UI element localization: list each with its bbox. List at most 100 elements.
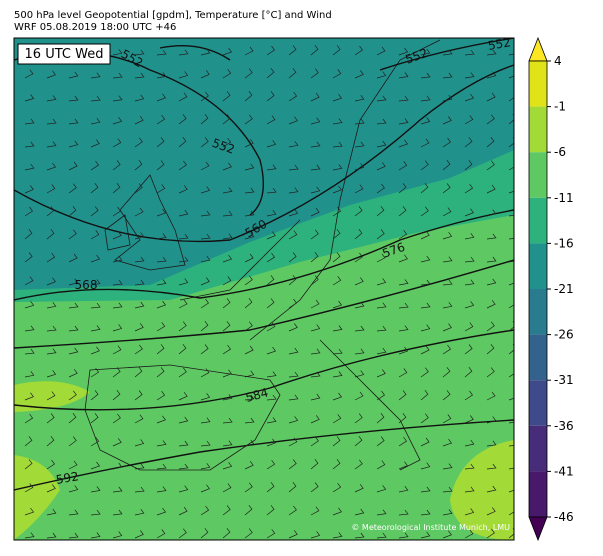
wind-barb: [376, 140, 387, 148]
wind-barb: [310, 186, 321, 194]
wind-barb: [112, 255, 123, 263]
wind-barb: [46, 277, 56, 286]
wind-barb: [134, 414, 144, 424]
wind-barb: [112, 160, 121, 171]
colorbar-tick-label: -31: [554, 373, 574, 387]
colorbar-tick-label: -1: [554, 100, 566, 114]
wind-barb: [288, 68, 297, 79]
wind-barb: [156, 233, 167, 240]
wind-barb: [134, 323, 144, 332]
wind-barb: [200, 233, 211, 240]
wind-barb: [398, 413, 407, 424]
wind-barb: [288, 45, 297, 56]
wind-barb: [420, 324, 431, 332]
colorbar-tick-label: -46: [554, 510, 574, 524]
wind-barb: [288, 274, 297, 286]
wind-barb: [486, 416, 497, 424]
wind-barb: [24, 459, 33, 470]
wind-barb: [244, 210, 255, 217]
wind-barb: [464, 463, 475, 470]
wind-barb: [156, 486, 167, 493]
wind-barb: [332, 276, 342, 286]
wind-barb: [508, 528, 514, 539]
wind-barb: [156, 114, 166, 125]
wind-barb: [398, 368, 408, 378]
wind-barb: [222, 233, 233, 240]
wind-barb: [90, 206, 99, 217]
wind-barb: [310, 393, 321, 401]
colorbar-tick-label: -16: [554, 236, 574, 250]
wind-barb: [288, 298, 298, 309]
wind-barb: [134, 439, 145, 447]
wind-barb: [24, 413, 34, 424]
wind-barb: [156, 367, 165, 378]
wind-barb: [354, 325, 365, 332]
wind-barb: [266, 275, 275, 286]
wind-barb: [332, 252, 341, 263]
wind-barb: [156, 93, 166, 102]
wind-barb: [222, 254, 233, 263]
wind-barb: [134, 508, 145, 516]
wind-barb: [200, 505, 210, 516]
wind-barb: [90, 509, 101, 516]
wind-barb: [24, 228, 33, 240]
wind-barb: [90, 230, 100, 240]
wind-barb: [266, 505, 275, 516]
wind-barb: [112, 462, 123, 470]
wind-barb: [464, 208, 474, 217]
wind-barb: [156, 322, 166, 332]
wind-barb: [200, 161, 210, 171]
wind-barb: [266, 187, 277, 194]
wind-barb: [46, 184, 56, 194]
wind-barb: [178, 71, 189, 79]
wind-barb: [134, 72, 145, 79]
wind-barb: [420, 95, 431, 102]
wind-barb: [244, 321, 253, 332]
wind-barb: [200, 484, 210, 493]
wind-barb: [244, 114, 253, 125]
wind-barb: [68, 368, 78, 378]
wind-barb: [420, 206, 429, 217]
wind-barb: [90, 95, 101, 102]
wind-barb: [376, 509, 387, 516]
wind-barb: [46, 162, 57, 171]
wind-barb: [442, 390, 451, 401]
wind-barb: [134, 232, 145, 240]
wind-barb: [464, 344, 473, 355]
wind-barb: [112, 367, 121, 378]
wind-barb: [442, 116, 452, 125]
wind-barb: [398, 72, 409, 79]
wind-barb: [156, 507, 167, 516]
wind-barb: [376, 46, 386, 56]
wind-barb: [156, 463, 167, 470]
wind-barb: [90, 160, 100, 171]
colorbar-segment: [529, 334, 547, 381]
wind-barb: [112, 413, 121, 424]
wind-barb: [68, 532, 79, 539]
wind-barb: [90, 302, 101, 309]
wind-barb: [24, 325, 35, 332]
wind-barb: [244, 138, 254, 148]
wind-barb: [178, 278, 189, 286]
wind-barb: [200, 528, 209, 539]
wind-barb: [266, 346, 277, 355]
wind-barb: [46, 391, 56, 401]
colorbar-segment: [529, 243, 547, 289]
colorbar-segment: [529, 61, 547, 107]
wind-barb: [68, 278, 79, 286]
wind-barb: [200, 417, 211, 424]
wind-barb: [68, 325, 79, 332]
wind-barb: [376, 390, 386, 401]
colorbar-tick-label: -41: [554, 464, 574, 478]
wind-barb: [134, 486, 145, 493]
wind-barb: [266, 298, 275, 309]
wind-barb: [68, 509, 79, 516]
wind-barb: [156, 49, 167, 56]
wind-barb: [464, 256, 475, 263]
wind-barb: [46, 370, 57, 378]
wind-barb: [222, 344, 232, 355]
wind-barb: [46, 413, 55, 424]
wind-barb: [332, 459, 341, 470]
wind-barb: [90, 254, 101, 263]
wind-barb: [508, 53, 514, 56]
